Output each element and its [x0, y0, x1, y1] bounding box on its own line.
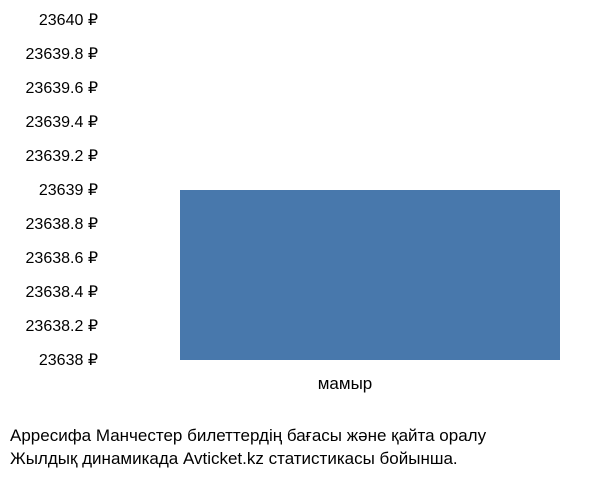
plot-area [110, 20, 580, 360]
price-bar [180, 190, 560, 360]
x-axis-category-label: мамыр [110, 374, 580, 394]
chart-plot-area [110, 20, 580, 360]
y-tick-label: 23638.6 ₽ [26, 248, 98, 268]
caption-line-2: Жылдық динамикада Avticket.kz статистика… [10, 448, 590, 471]
y-tick-label: 23639 ₽ [39, 180, 98, 200]
y-tick-label: 23639.2 ₽ [26, 146, 98, 166]
y-tick-label: 23640 ₽ [39, 10, 98, 30]
y-tick-label: 23639.6 ₽ [26, 78, 98, 98]
y-tick-label: 23638 ₽ [39, 350, 98, 370]
y-tick-label: 23638.2 ₽ [26, 316, 98, 336]
y-tick-label: 23638.8 ₽ [26, 214, 98, 234]
chart-caption: Арресифа Манчестер билеттердің бағасы жә… [10, 425, 590, 471]
y-axis: 23640 ₽23639.8 ₽23639.6 ₽23639.4 ₽23639.… [0, 20, 110, 360]
caption-line-1: Арресифа Манчестер билеттердің бағасы жә… [10, 425, 590, 448]
y-tick-label: 23639.4 ₽ [26, 112, 98, 132]
y-tick-label: 23639.8 ₽ [26, 44, 98, 64]
y-tick-label: 23638.4 ₽ [26, 282, 98, 302]
